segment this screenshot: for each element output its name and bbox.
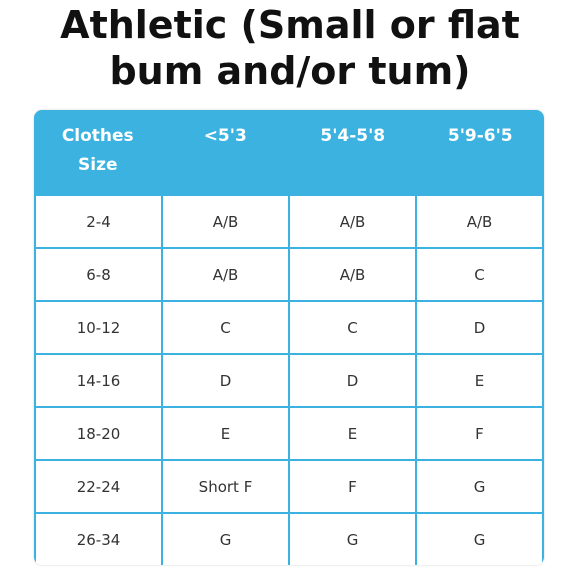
table-cell-size: 26-34 (36, 514, 163, 565)
table-cell: A/B (163, 196, 290, 247)
table-cell: C (290, 302, 417, 353)
table-cell: Short F (163, 461, 290, 512)
table-cell: D (290, 355, 417, 406)
table-row: 18-20 E E F (36, 408, 542, 461)
table-row: 14-16 D D E (36, 355, 542, 408)
table-cell: E (474, 371, 485, 390)
table-cell: A/B (163, 249, 290, 300)
table-cell: A/B (290, 249, 417, 300)
table-cell: C (163, 302, 290, 353)
table-cell: A/B (290, 196, 417, 247)
table-cell-size: 14-16 (36, 355, 163, 406)
table-cell: G (290, 514, 417, 565)
table-cell: G (163, 514, 290, 565)
table-cell: D (163, 355, 290, 406)
table-row: 6-8 A/B A/B C (36, 249, 542, 302)
table-header-row: Clothes Size <5'3 5'4-5'8 5'9-6'5 (34, 110, 544, 196)
header-height-5-9-to-6-5: 5'9-6'5 (447, 126, 513, 146)
table-cell: G (473, 530, 486, 549)
table-cell: E (163, 408, 290, 459)
size-chart-table: Clothes Size <5'3 5'4-5'8 5'9-6'5 2-4 A/… (34, 110, 544, 565)
table-cell: C (474, 265, 485, 284)
table-cell-size: 10-12 (36, 302, 163, 353)
header-clothes-size: Clothes Size (61, 126, 134, 175)
table-cell: A/B (466, 212, 493, 231)
header-height-5-4-to-5-8: 5'4-5'8 (320, 126, 386, 146)
table-row: 26-34 G G G (36, 514, 542, 565)
table-cell: D (473, 318, 486, 337)
table-cell: G (473, 477, 486, 496)
table-row: 22-24 Short F F G (36, 461, 542, 514)
table-body: 2-4 A/B A/B A/B 6-8 A/B A/B C 10-12 C C … (34, 196, 544, 565)
table-row: 2-4 A/B A/B A/B (36, 196, 542, 249)
table-cell-size: 22-24 (36, 461, 163, 512)
title-line-2: bum and/or tum) (109, 49, 471, 93)
header-height-under-5-3: <5'3 (203, 126, 247, 146)
table-cell: E (290, 408, 417, 459)
page-title: Athletic (Small or flat bum and/or tum) (0, 2, 580, 94)
table-row: 10-12 C C D (36, 302, 542, 355)
table-cell-size: 2-4 (36, 196, 163, 247)
table-cell: F (475, 424, 484, 443)
table-cell-size: 6-8 (36, 249, 163, 300)
table-cell: F (290, 461, 417, 512)
title-line-1: Athletic (Small or flat (60, 3, 520, 47)
table-cell-size: 18-20 (36, 408, 163, 459)
